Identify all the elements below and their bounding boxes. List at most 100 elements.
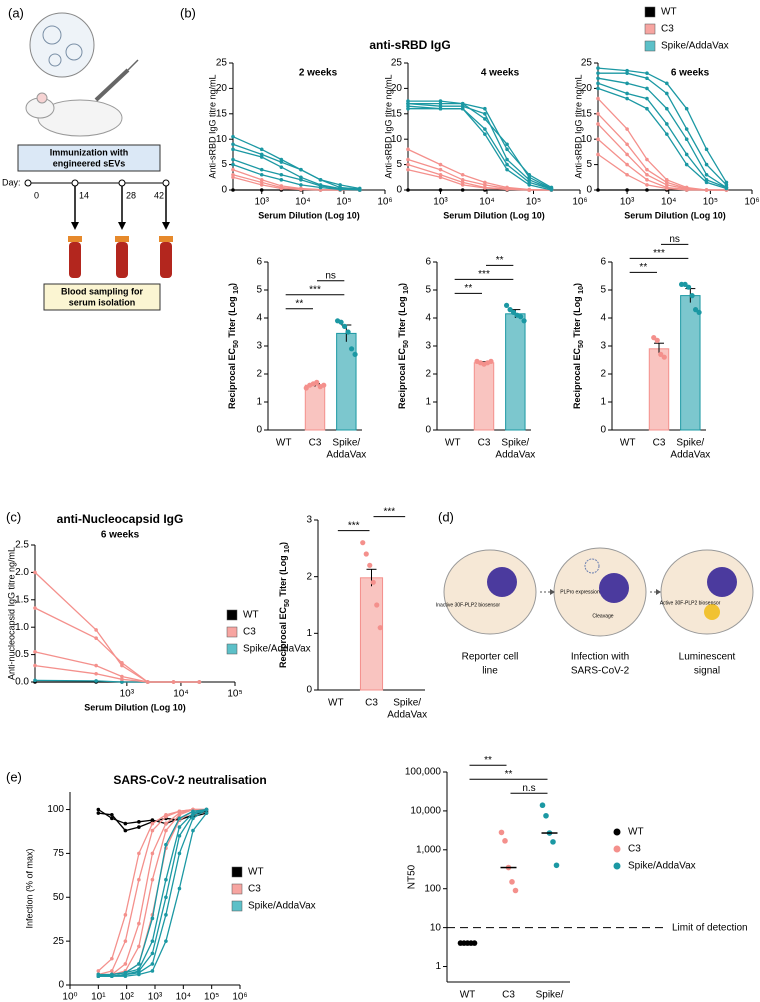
x-tick-label: AddaVax — [326, 450, 366, 461]
y-tick-label: 5 — [600, 285, 606, 296]
data-point — [150, 969, 155, 973]
data-point — [231, 175, 235, 180]
y-tick-label: 10 — [391, 134, 403, 145]
y-tick-label: 100,000 — [405, 767, 442, 778]
data-point — [110, 974, 114, 979]
x-axis-label: Serum Dilution (Log 10) — [258, 210, 360, 220]
data-point — [177, 825, 182, 829]
data-point — [692, 307, 699, 313]
data-point — [341, 323, 348, 329]
data-point — [704, 147, 709, 152]
bar — [304, 384, 326, 431]
diagram-a: Immunization with engineered sEVs Day: 0… — [2, 12, 173, 311]
data-point — [110, 969, 114, 973]
y-axis-label-part: 10 — [578, 286, 585, 294]
data-point — [645, 157, 649, 162]
day-number: 14 — [79, 190, 89, 200]
data-point — [231, 172, 235, 177]
series-line — [34, 664, 200, 683]
panel-label: (b) — [180, 5, 196, 20]
data-point — [684, 162, 689, 167]
data-point — [259, 152, 264, 157]
x-tick-label: Spike/ — [676, 438, 704, 449]
data-point — [338, 183, 342, 187]
data-point — [164, 814, 168, 819]
data-point — [177, 816, 182, 821]
reference-label: Limit of detection — [672, 922, 748, 933]
data-point — [279, 172, 284, 177]
data-point — [231, 134, 235, 139]
y-tick-label: 20 — [391, 83, 403, 94]
box-text: Immunization with — [50, 147, 129, 157]
y-tick-label: 6 — [425, 257, 431, 268]
data-point — [137, 972, 141, 977]
y-axis-label: Anti-sRBD IgG titre ng/mL — [573, 74, 583, 178]
significance-label: ** — [484, 755, 492, 766]
data-point — [164, 828, 168, 833]
data-point — [137, 944, 141, 949]
significance-label: ns — [325, 270, 336, 281]
significance-label: *** — [383, 506, 395, 517]
y-tick-label: 0.5 — [15, 649, 29, 660]
data-point — [120, 677, 124, 682]
data-point — [596, 188, 600, 192]
x-tick-label: 10⁶ — [744, 197, 759, 208]
y-tick-label: 2 — [600, 369, 606, 380]
data-point — [684, 188, 689, 192]
data-point — [259, 155, 264, 159]
data-point — [625, 81, 629, 86]
significance-label: *** — [348, 520, 360, 531]
data-point — [33, 663, 37, 668]
data-point — [665, 178, 669, 182]
data-point — [33, 678, 37, 683]
data-point — [191, 816, 195, 821]
panel-label: (a) — [8, 5, 24, 20]
significance-label: ** — [464, 283, 472, 294]
y-tick-label: 10 — [581, 134, 593, 145]
arrowhead — [550, 589, 555, 595]
note: PLPro expression — [560, 589, 600, 595]
data-point — [231, 142, 235, 147]
y-axis-label-part: 10 — [284, 545, 291, 553]
y-tick-label: 1 — [425, 397, 431, 408]
data-point — [321, 382, 327, 388]
data-point — [357, 188, 362, 192]
virus — [584, 558, 600, 574]
data-point — [527, 178, 532, 182]
y-tick-label: 1 — [600, 397, 606, 408]
immunization-box — [17, 144, 161, 172]
data-point — [438, 106, 443, 111]
legend-marker — [644, 23, 656, 35]
data-point — [96, 969, 101, 973]
y-tick-label: 1,000 — [416, 844, 441, 855]
data-point — [460, 183, 465, 187]
data-point — [625, 142, 629, 147]
data-point — [685, 284, 692, 290]
x-tick-label: WT — [460, 990, 476, 1001]
x-tick-label: 10³ — [120, 689, 135, 700]
data-point — [488, 358, 494, 364]
data-point — [123, 828, 128, 833]
data-point — [625, 71, 629, 75]
x-tick-label: 10⁶ — [572, 197, 587, 208]
data-point — [231, 167, 235, 172]
y-axis-label: Anti-sRBD IgG titre ng/mL — [383, 74, 393, 178]
data-point — [665, 81, 669, 86]
y-tick-label: 25 — [581, 58, 593, 69]
data-point — [314, 379, 320, 385]
y-tick-label: 0 — [256, 425, 262, 436]
box-text: serum isolation — [69, 297, 136, 307]
data-point — [625, 96, 629, 101]
data-point — [94, 679, 98, 683]
step-label: signal — [694, 666, 720, 677]
legend-marker — [644, 6, 656, 18]
y-axis-label: Infection (% of max) — [24, 848, 34, 928]
x-tick-label: 10⁴ — [176, 992, 191, 1002]
panel-label: (e) — [6, 769, 22, 784]
data-point — [625, 68, 629, 73]
y-tick-label: 2.0 — [15, 567, 29, 578]
data-point — [696, 309, 702, 315]
data-point — [177, 886, 182, 891]
blood-tube — [160, 242, 172, 278]
data-point — [231, 162, 235, 167]
